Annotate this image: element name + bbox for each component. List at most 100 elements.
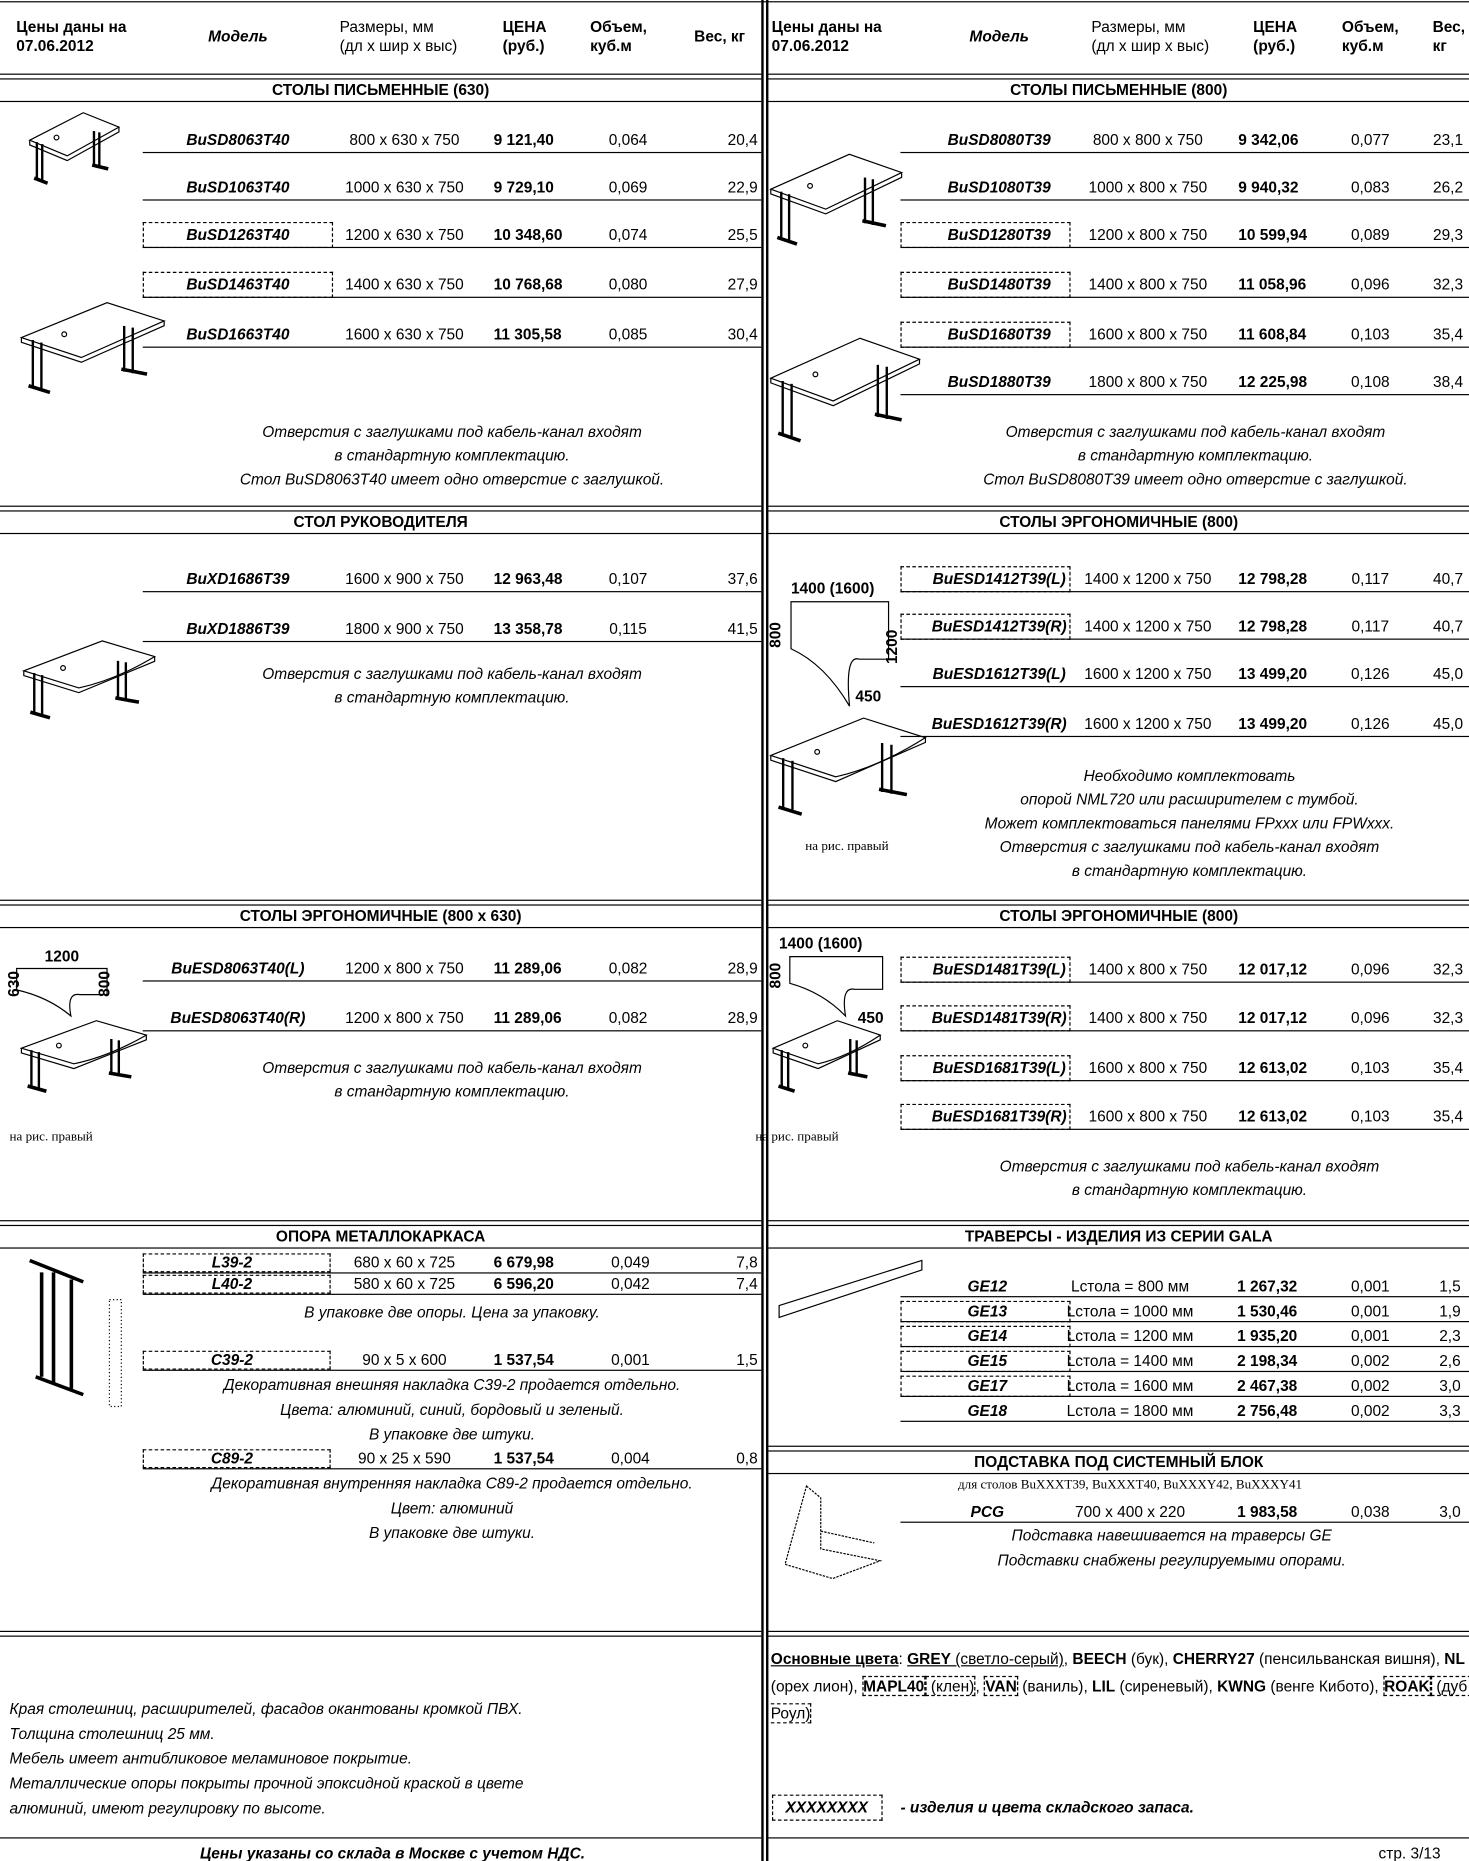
sketch xyxy=(60,665,67,671)
sketch xyxy=(29,127,120,162)
color-segment: (сиреневый), xyxy=(1115,1677,1218,1695)
color-segment: CHERRY27 xyxy=(1172,1649,1255,1668)
weight: 40,7 xyxy=(1432,617,1464,635)
rule xyxy=(0,1635,762,1637)
rule xyxy=(0,532,762,535)
price: 10 768,68 xyxy=(493,275,563,294)
weight: 45,0 xyxy=(1432,714,1464,733)
model: BuSD1080T39 xyxy=(947,178,1051,196)
sketch xyxy=(16,967,108,1018)
model: BuSD1463T40 xyxy=(186,275,290,294)
note: в стандартную комплектацию. xyxy=(334,446,570,465)
price: 1 983,58 xyxy=(1237,1502,1298,1521)
weight: 37,6 xyxy=(727,569,758,588)
price: 1 530,46 xyxy=(1237,1302,1298,1320)
weight: 2,3 xyxy=(1439,1326,1461,1345)
note: Цвет: алюминий xyxy=(390,1499,514,1517)
weight: 35,4 xyxy=(1432,1107,1464,1126)
dimensions: 1200 x 800 x 750 xyxy=(345,1008,464,1027)
dimensions: 1400 x 800 x 750 xyxy=(1088,1008,1208,1027)
rule xyxy=(768,1635,1469,1637)
rule xyxy=(900,1370,1469,1373)
weight: 2,6 xyxy=(1439,1351,1461,1370)
sketch xyxy=(847,1071,868,1079)
weight: 27,9 xyxy=(727,275,758,294)
sketch xyxy=(21,640,157,689)
rule xyxy=(142,199,762,201)
note: Отверстия с заглушками под кабель-канал … xyxy=(999,837,1380,856)
footer-note: Цены указаны со склада в Москве с учетом… xyxy=(200,1844,586,1861)
caption: на рис. правый xyxy=(805,839,889,854)
sketch xyxy=(108,1299,122,1408)
model: BuESD1612T39(R) xyxy=(931,714,1067,733)
rule xyxy=(768,1630,1469,1632)
volume: 0,082 xyxy=(608,1008,648,1027)
price: 6 679,98 xyxy=(493,1253,554,1272)
weight: 38,4 xyxy=(1432,372,1464,391)
colors-text: Основные цвета: GREY (светло-серый), BEE… xyxy=(770,1645,1469,1727)
weight: 0,8 xyxy=(736,1449,758,1468)
page-number: стр. 3/13 xyxy=(1378,1844,1441,1861)
volume: 0,096 xyxy=(1350,1008,1390,1027)
rule xyxy=(900,591,1469,593)
section-title: ПОДСТАВКА ПОД СИСТЕМНЫЙ БЛОК xyxy=(974,1452,1264,1471)
model: C39-2 xyxy=(210,1350,254,1369)
info-line: алюминий, имеют регулировку по высоте. xyxy=(9,1799,326,1818)
note: Отверстия с заглушками под кабель-канал … xyxy=(262,1058,642,1077)
weight: 30,4 xyxy=(727,325,758,344)
section-title: ОПОРА МЕТАЛЛОКАРКАСА xyxy=(275,1227,486,1246)
weight: 32,3 xyxy=(1432,960,1464,979)
color-segment: (клен) xyxy=(925,1675,976,1697)
price: 13 499,20 xyxy=(1238,714,1308,733)
weight: 32,3 xyxy=(1432,275,1464,294)
color-segment: NL xyxy=(1444,1649,1465,1668)
rule xyxy=(0,1630,762,1632)
price: 9 342,06 xyxy=(1238,130,1299,149)
dimensions: 1400 x 800 x 750 xyxy=(1088,960,1208,979)
stock-box xyxy=(142,1253,331,1273)
rule xyxy=(768,904,1469,906)
color-segment: Основные цвета xyxy=(770,1649,899,1668)
price: 1 537,54 xyxy=(493,1350,554,1369)
dimensions: 1400 x 800 x 750 xyxy=(1088,275,1208,294)
volume: 0,038 xyxy=(1350,1502,1390,1521)
color-segment: (ваниль), xyxy=(1017,1677,1093,1695)
sketch xyxy=(27,1084,47,1093)
color-segment: : xyxy=(898,1649,908,1668)
rule xyxy=(0,1837,762,1839)
info-line: Края столешниц, расширителей, фасадов ок… xyxy=(9,1699,523,1718)
rule xyxy=(766,0,769,1861)
rule xyxy=(768,532,1469,535)
color-segment: LIL xyxy=(1092,1677,1116,1695)
dimensions: 1600 x 900 x 750 xyxy=(345,569,464,588)
rule xyxy=(142,296,762,298)
model: BuSD1263T40 xyxy=(186,225,290,244)
price: 11 608,84 xyxy=(1238,325,1307,344)
note: опорой NML720 или расширителем с тумбой. xyxy=(1020,790,1359,809)
sketch xyxy=(770,172,903,215)
column-header: Размеры, мм (дл х шир х выс) xyxy=(1091,17,1210,55)
model: GE18 xyxy=(967,1401,1008,1420)
weight: 3,0 xyxy=(1439,1502,1461,1521)
dimensions: 1200 x 800 x 750 xyxy=(345,959,464,977)
sketch xyxy=(802,1042,809,1049)
note: Может комплектоваться панелями FPxxx или… xyxy=(984,814,1395,833)
price: 12 225,98 xyxy=(1238,372,1308,391)
model: BuXD1686T39 xyxy=(186,569,290,588)
rule xyxy=(768,1445,1469,1447)
color-segment: (пенсильванская вишня), xyxy=(1254,1649,1445,1668)
sketch xyxy=(91,163,109,171)
diagram-label: 800 xyxy=(766,962,784,989)
model: BuSD8063T40 xyxy=(186,130,290,149)
weight: 28,9 xyxy=(727,1008,758,1027)
rule xyxy=(900,296,1469,298)
color-segment: (орех лион), xyxy=(770,1649,1469,1695)
rule xyxy=(768,926,1469,929)
volume: 0,002 xyxy=(1350,1351,1390,1370)
price: 11 305,58 xyxy=(493,325,562,344)
color-segment: , xyxy=(975,1677,985,1695)
dimensions: 1800 x 800 x 750 xyxy=(1088,372,1208,391)
price: 12 963,48 xyxy=(493,569,563,588)
color-segment: (бук), xyxy=(1126,1649,1173,1668)
